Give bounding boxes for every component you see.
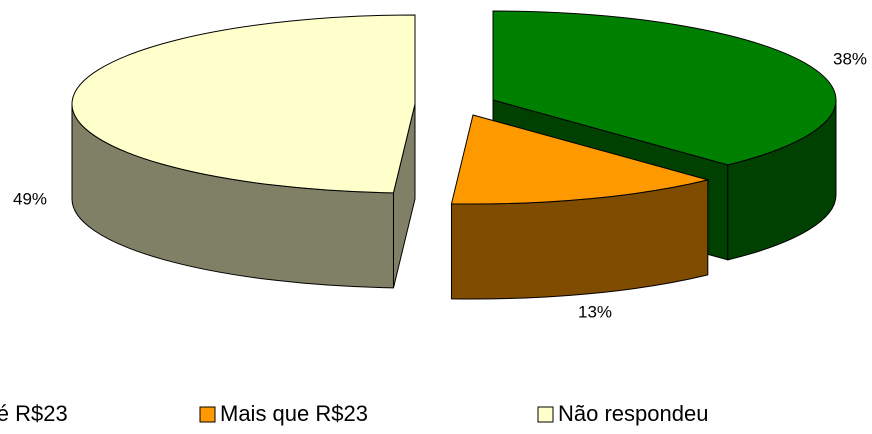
data-label: 38% <box>833 49 867 68</box>
slice <box>71 14 416 194</box>
legend-swatch <box>537 406 554 423</box>
legend-label: Até R$23 <box>0 401 68 426</box>
data-label: 13% <box>578 302 612 321</box>
slice <box>450 114 710 205</box>
legend-label: Não respondeu <box>558 401 708 426</box>
legend-swatch <box>199 406 216 423</box>
legend-label: Mais que R$23 <box>220 401 368 426</box>
slice <box>492 10 837 166</box>
data-label: 49% <box>13 189 47 208</box>
